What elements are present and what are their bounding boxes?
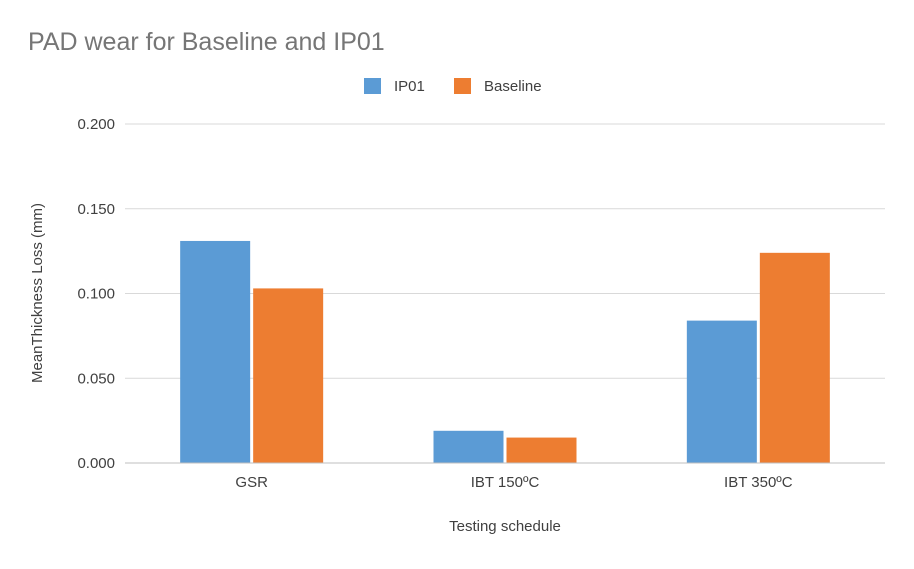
- bar-baseline-3: [759, 252, 830, 463]
- legend-label-ip01: IP01: [394, 78, 425, 95]
- y-tick-label: 0.200: [77, 116, 115, 133]
- bar-ip01-2: [433, 430, 504, 463]
- gridlines: [125, 123, 885, 379]
- bar-ip01-1: [180, 240, 251, 463]
- y-tick-label: 0.000: [77, 455, 115, 472]
- bar-baseline-2: [506, 437, 577, 463]
- chart-title: PAD wear for Baseline and IP01: [28, 28, 385, 56]
- legend: IP01 Baseline: [364, 78, 542, 95]
- y-axis-ticks: 0.000 0.050 0.100 0.150 0.200: [77, 116, 115, 472]
- y-tick-label: 0.150: [77, 201, 115, 218]
- y-tick-label: 0.100: [77, 286, 115, 303]
- x-tick-label: IBT 350ºC: [724, 474, 793, 491]
- x-axis-title: Testing schedule: [449, 518, 561, 535]
- bars: [180, 240, 830, 463]
- x-axis-ticks: GSR IBT 150ºC IBT 350ºC: [235, 474, 792, 491]
- y-axis-title: MeanThickness Loss (mm): [29, 203, 46, 383]
- bar-ip01-3: [686, 320, 757, 463]
- legend-swatch-baseline: [454, 78, 471, 94]
- x-tick-label: GSR: [235, 474, 268, 491]
- y-tick-label: 0.050: [77, 370, 115, 387]
- bar-baseline-1: [253, 288, 324, 463]
- legend-label-baseline: Baseline: [484, 78, 542, 95]
- legend-swatch-ip01: [364, 78, 381, 94]
- x-tick-label: IBT 150ºC: [471, 474, 540, 491]
